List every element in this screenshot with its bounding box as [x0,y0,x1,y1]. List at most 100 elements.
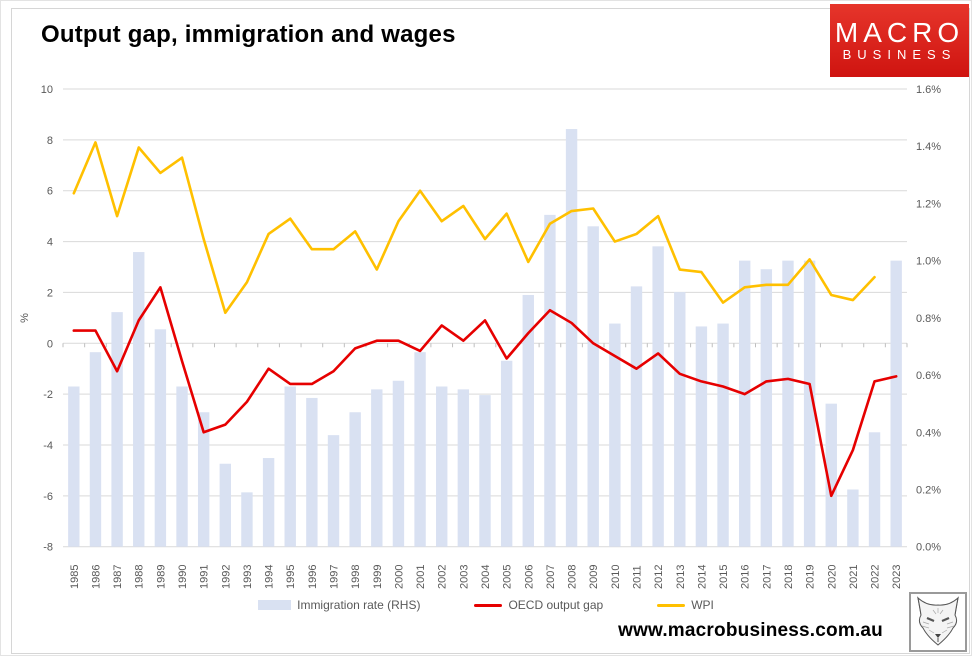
year-label-1995: 1995 [285,565,297,589]
wpi-line [72,141,876,315]
year-label-1991: 1991 [199,565,211,589]
left-tick--4: -4 [43,440,53,452]
legend-item-wpi: WPI [657,598,714,612]
output-gap-swatch-icon [474,603,503,607]
immigration-bar-2003 [457,389,470,547]
year-label-1997: 1997 [329,565,341,589]
legend-label-wpi: WPI [691,598,714,612]
year-label-2005: 2005 [502,565,514,589]
left-tick--6: -6 [43,491,53,503]
immigration-bar-1998 [349,412,361,547]
immigration-bar-2007 [544,214,556,547]
immigration-bar-2008 [565,129,578,547]
year-label-1999: 1999 [372,565,384,589]
left-tick-4: 4 [47,237,53,249]
immigration-bar-2012 [652,246,664,547]
year-label-2010: 2010 [610,565,622,589]
immigration-bar-1986 [89,352,102,547]
year-label-2015: 2015 [718,565,730,589]
immigration-bar-1991 [197,412,210,547]
year-label-2023: 2023 [891,565,903,589]
immigration-bar-1995 [284,386,296,547]
immigration-bar-2015 [717,323,729,547]
left-tick--2: -2 [43,389,53,401]
year-label-1994: 1994 [264,565,276,589]
macrobusiness-logo: MACRO BUSINESS [830,4,969,77]
immigration-bar-2019 [803,260,816,547]
immigration-bar-2013 [674,292,686,547]
year-label-2012: 2012 [653,565,665,589]
year-label-2017: 2017 [761,565,773,589]
year-label-1987: 1987 [112,565,124,589]
year-label-2016: 2016 [740,565,752,589]
right-tick-1.6%: 1.6% [916,84,941,96]
immigration-bar-2000 [392,380,405,547]
immigration-bar-2011 [630,286,643,547]
immigration-bar-1994 [262,458,275,547]
year-label-1990: 1990 [177,565,189,589]
immigration-bar-2014 [695,326,708,547]
fox-sketch-icon [917,596,959,646]
immigration-bar-1988 [133,252,145,547]
right-tick-1.0%: 1.0% [916,256,941,268]
left-axis-title: % [19,313,31,323]
immigration-bar-1997 [327,435,340,547]
immigration-bar-2004 [479,395,491,547]
right-tick-1.2%: 1.2% [916,198,941,210]
year-label-2004: 2004 [480,565,492,589]
year-label-2011: 2011 [631,565,643,589]
right-tick-0.0%: 0.0% [916,542,941,554]
right-tick-0.8%: 0.8% [916,313,941,325]
immigration-bar-1992 [219,463,232,547]
year-label-2022: 2022 [870,565,882,589]
right-tick-0.6%: 0.6% [916,370,941,382]
x-axis-year-labels: 1985 1986 1987 1988 1989 1990 1991 1992 1993 1994… [69,565,903,589]
immigration-bar-1985 [68,386,80,547]
right-tick-1.4%: 1.4% [916,141,941,153]
immigration-bar-1989 [154,329,167,547]
left-tick-10: 10 [41,84,53,96]
category-tick-marks [62,343,908,348]
left-tick-6: 6 [47,186,53,198]
immigration-bar-2006 [522,294,534,547]
immigration-bar-2021 [847,489,859,547]
year-label-2001: 2001 [415,565,427,589]
right-axis-tick-labels: 1.6% 1.4% 1.2% 1.0% 0.8% 0.6% 0.4% 0.2% 0.0% [916,84,941,554]
immigration-bar-2020 [825,403,837,547]
logo-line-macro: MACRO [834,17,965,48]
year-label-1992: 1992 [220,565,232,589]
oecd-output-gap-line [72,286,898,498]
year-label-2009: 2009 [588,565,600,589]
year-label-2021: 2021 [848,565,860,589]
year-label-2013: 2013 [675,565,687,589]
year-label-2014: 2014 [696,565,708,589]
chart-legend: Immigration rate (RHS) OECD output gap W… [1,598,971,612]
immigration-bar-2016 [738,260,751,547]
year-label-1988: 1988 [134,565,146,589]
right-tick-0.2%: 0.2% [916,484,941,496]
immigration-bar-1996 [306,397,318,547]
right-tick-0.4%: 0.4% [916,427,941,439]
immigration-bar-2022 [868,432,881,547]
immigration-bar-2009 [587,226,599,547]
legend-label-immigration: Immigration rate (RHS) [297,598,421,612]
immigration-bar-2001 [414,352,426,547]
immigration-bar-1990 [176,386,188,547]
year-label-1998: 1998 [350,565,362,589]
left-tick--8: -8 [43,542,53,554]
immigration-bars [68,129,902,547]
immigration-bar-2017 [760,269,773,547]
year-label-2019: 2019 [805,565,817,589]
immigration-bar-2010 [609,323,621,547]
immigration-bar-1993 [241,492,253,547]
year-label-2008: 2008 [567,565,579,589]
year-label-2007: 2007 [545,565,557,589]
logo-line-business: BUSINESS [842,47,957,63]
left-tick-2: 2 [47,287,53,299]
year-label-1985: 1985 [69,565,81,589]
year-label-1996: 1996 [307,565,319,589]
site-url: www.macrobusiness.com.au [618,620,883,641]
immigration-swatch-icon [258,600,292,610]
